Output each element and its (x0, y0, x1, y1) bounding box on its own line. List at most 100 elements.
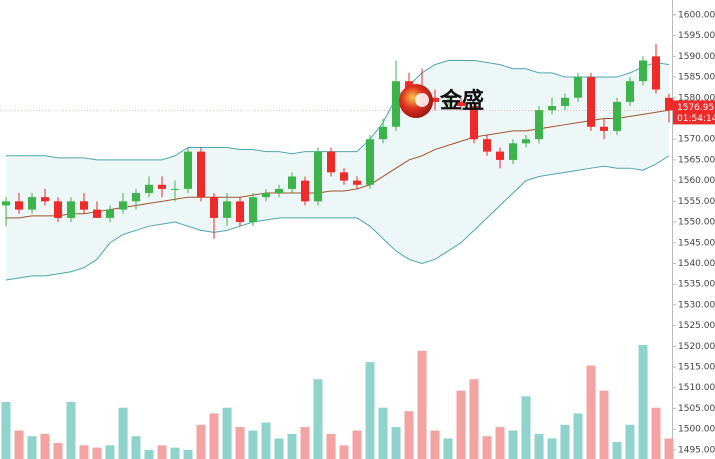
y-tick-label: 1580.00 (678, 93, 715, 103)
y-tick-label: 1590.00 (678, 52, 715, 62)
y-tick-label: 1510.00 (678, 383, 715, 393)
candle-body (652, 56, 660, 90)
volume-bar (326, 433, 336, 459)
logo-text: 金盛 (439, 88, 484, 114)
candle-body (2, 201, 10, 206)
logo-icon-inner (415, 93, 429, 107)
volume-bar (131, 436, 141, 459)
volume-bar (209, 413, 219, 459)
candle-body (80, 201, 88, 210)
volume-bar (222, 407, 232, 459)
volume-bar (625, 424, 635, 459)
candle-body (132, 193, 140, 202)
last-price-label: 1576.95 (677, 103, 714, 113)
volume-bar (521, 396, 531, 459)
volume-bar (599, 390, 609, 459)
candle-body (574, 77, 582, 98)
candle-body (457, 101, 465, 107)
volume-bar (664, 438, 674, 459)
volume-bar (430, 430, 440, 459)
lower-band (5, 155, 670, 281)
candle-body (483, 139, 491, 152)
y-tick-label: 1565.00 (678, 155, 715, 165)
candle-body (314, 151, 322, 202)
volume-bar (378, 407, 388, 459)
y-tick-label: 1535.00 (678, 280, 715, 290)
y-tick-label: 1525.00 (678, 321, 715, 331)
volume-bar (573, 413, 583, 459)
candle-body (431, 97, 439, 102)
volume-bar (352, 430, 362, 459)
candle-body (67, 201, 75, 218)
y-tick-label: 1585.00 (678, 73, 715, 83)
y-tick-label: 1520.00 (678, 342, 715, 352)
y-tick-label: 1550.00 (678, 218, 715, 228)
volume-bar (1, 402, 11, 459)
candle-body (561, 97, 569, 107)
volume-bar (391, 427, 401, 459)
countdown-label: 01:54:14 (677, 114, 715, 124)
volume-bar (40, 433, 50, 459)
candle-body (210, 197, 218, 218)
volume-bar (469, 379, 479, 459)
last-price-box (673, 100, 715, 125)
volume-bar (417, 350, 427, 459)
candle-body (600, 126, 608, 131)
candle-body (223, 201, 231, 218)
volume-bar (170, 447, 180, 459)
candle-body (184, 151, 192, 189)
candle-body (444, 99, 452, 102)
candle-body (353, 180, 361, 185)
volume-bar (482, 436, 492, 459)
volume-bar (157, 445, 167, 459)
candle-body (509, 143, 517, 160)
volume-bar (14, 430, 24, 459)
candle-body (236, 201, 244, 223)
volume-bar (456, 390, 466, 459)
volume-bar (495, 427, 505, 459)
volume-bar (79, 445, 89, 459)
candle-body (522, 139, 530, 144)
candle-body (288, 176, 296, 189)
volume-bar (339, 445, 349, 459)
volume-bar (66, 402, 76, 459)
volume-bar (183, 449, 193, 459)
candle-body (171, 188, 179, 190)
candle-body (626, 81, 634, 102)
candle-body (470, 106, 478, 140)
candle-body (301, 180, 309, 202)
candle-body (93, 209, 101, 218)
candle-body (119, 201, 127, 210)
y-tick-label: 1595.00 (678, 31, 715, 41)
candle-body (28, 197, 36, 210)
candle-body (145, 184, 153, 194)
y-tick-label: 1495.00 (678, 445, 715, 455)
candle-body (392, 81, 400, 127)
band-fill (6, 60, 669, 281)
middle-band (6, 109, 670, 219)
candle-body (340, 172, 348, 181)
candle-body (587, 77, 595, 127)
y-tick-label: 1540.00 (678, 259, 715, 269)
volume-bar (443, 438, 453, 459)
y-tick-label: 1570.00 (678, 135, 715, 145)
y-tick-label: 1555.00 (678, 197, 715, 207)
volume-bar (313, 379, 323, 459)
volume-bar (365, 362, 375, 459)
volume-bar (196, 424, 206, 459)
y-tick-label: 1600.00 (678, 10, 715, 20)
candle-body (535, 110, 543, 140)
candle-body (665, 97, 673, 111)
volume-bar (508, 430, 518, 459)
candle-body (366, 139, 374, 185)
volume-bar (638, 345, 648, 459)
candle-body (496, 151, 504, 160)
candle-body (158, 184, 166, 189)
candle-body (327, 151, 335, 173)
y-tick-label: 1545.00 (678, 238, 715, 248)
y-tick-label: 1500.00 (678, 425, 715, 435)
candle-body (15, 201, 23, 210)
volume-bar (651, 407, 661, 459)
volume-bar (105, 445, 115, 459)
